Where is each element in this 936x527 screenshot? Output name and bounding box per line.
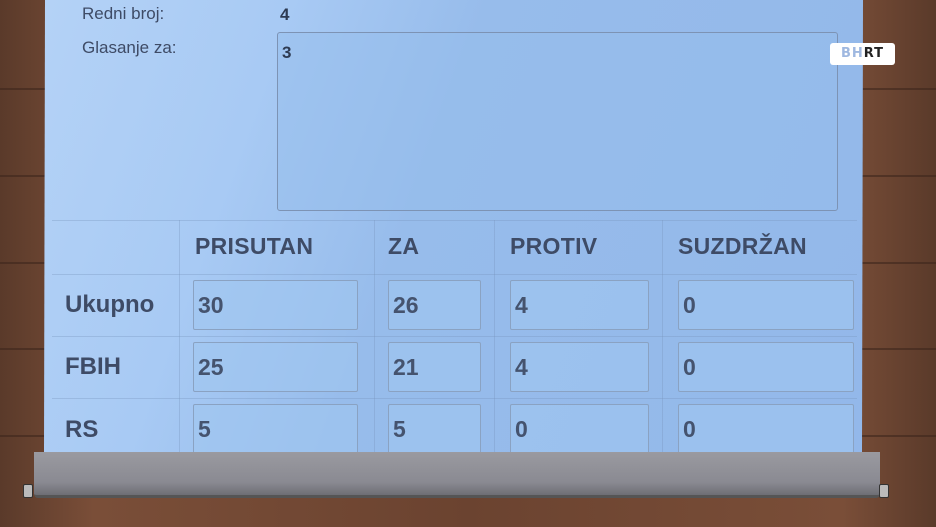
roller-end-cap <box>23 484 33 498</box>
header-za: ZA <box>388 233 420 259</box>
suzdrzan-field[interactable]: 0 <box>678 404 854 453</box>
grid-line <box>494 220 495 453</box>
prisutan-field[interactable]: 5 <box>193 404 358 453</box>
redni-broj-label: Redni broj: <box>82 4 165 23</box>
protiv-field[interactable]: 4 <box>510 342 649 392</box>
row-label: Ukupno <box>65 291 155 318</box>
grid-line <box>52 274 857 275</box>
logo-rt: RT <box>863 46 885 61</box>
suzdrzan-field[interactable]: 0 <box>678 280 854 330</box>
za-field[interactable]: 5 <box>388 404 481 453</box>
row-label: FBIH <box>65 353 121 380</box>
grid-line <box>374 220 375 453</box>
za-field[interactable]: 26 <box>388 280 481 330</box>
redni-broj-value: 4 <box>280 5 290 24</box>
screen-roller-bar <box>34 452 880 498</box>
prisutan-field[interactable]: 30 <box>193 280 358 330</box>
header-protiv: PROTIV <box>510 233 598 259</box>
protiv-field[interactable]: 4 <box>510 280 649 330</box>
glasanje-za-value: 3 <box>282 43 292 62</box>
grid-line <box>52 220 857 221</box>
za-field[interactable]: 21 <box>388 342 481 392</box>
header-prisutan: PRISUTAN <box>195 233 314 259</box>
projection-screen: Redni broj: 4 Glasanje za: 3 PRISUTAN ZA… <box>44 0 863 453</box>
bhrt-logo: BHRT <box>830 43 895 65</box>
header-suzdrzan: SUZDRŽAN <box>678 233 807 259</box>
roller-end-cap <box>879 484 889 498</box>
protiv-field[interactable]: 0 <box>510 404 649 453</box>
glasanje-za-textarea[interactable]: 3 <box>277 32 838 211</box>
logo-bh: BH <box>840 46 864 61</box>
row-label: RS <box>65 416 99 443</box>
suzdrzan-field[interactable]: 0 <box>678 342 854 392</box>
grid-line <box>52 336 857 337</box>
glasanje-za-label: Glasanje za: <box>82 38 177 57</box>
grid-line <box>179 220 180 453</box>
grid-line <box>52 398 857 399</box>
grid-line <box>662 220 663 453</box>
prisutan-field[interactable]: 25 <box>193 342 358 392</box>
